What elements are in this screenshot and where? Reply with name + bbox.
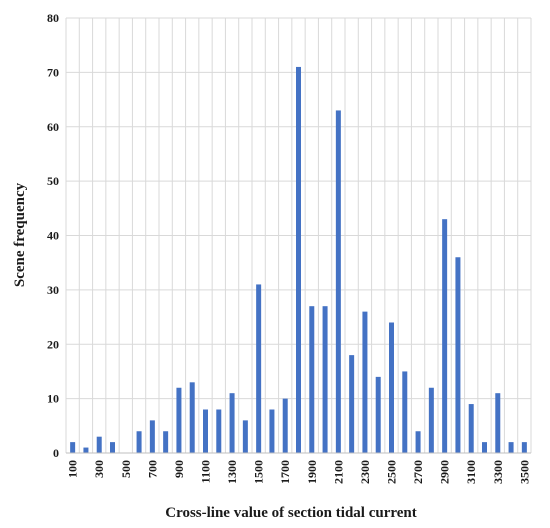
x-tick-label: 3100 bbox=[464, 460, 478, 484]
x-tick-label: 3300 bbox=[491, 460, 505, 484]
y-tick-label: 20 bbox=[47, 337, 59, 351]
x-tick-label: 2100 bbox=[331, 460, 345, 484]
bar-2300 bbox=[362, 311, 368, 453]
bar-1300 bbox=[229, 393, 235, 453]
gridlines bbox=[65, 17, 532, 454]
bar-3200 bbox=[482, 442, 487, 453]
bar-400 bbox=[110, 442, 115, 453]
x-tick-label: 2900 bbox=[438, 460, 452, 484]
bar-600 bbox=[136, 431, 142, 453]
bar-1600 bbox=[269, 409, 275, 453]
bar-3000 bbox=[455, 257, 461, 453]
x-tick-label: 300 bbox=[92, 460, 106, 478]
bar-200 bbox=[83, 447, 89, 453]
bar-2200 bbox=[349, 355, 355, 453]
bar-3500 bbox=[521, 442, 527, 453]
x-tick-label: 1500 bbox=[252, 460, 266, 484]
bar-3300 bbox=[495, 393, 501, 453]
bar-2100 bbox=[335, 110, 341, 453]
bar-700 bbox=[149, 420, 155, 453]
y-tick-label: 60 bbox=[47, 120, 59, 134]
y-tick-label: 80 bbox=[47, 11, 59, 25]
bar-100 bbox=[70, 442, 76, 453]
y-tick-label: 70 bbox=[47, 65, 59, 79]
bar-900 bbox=[176, 387, 182, 453]
y-tick-label: 0 bbox=[53, 446, 59, 460]
x-tick-label: 1300 bbox=[225, 460, 239, 484]
x-tick-label: 500 bbox=[119, 460, 133, 478]
y-tick-label: 40 bbox=[47, 229, 59, 243]
bar-800 bbox=[163, 431, 169, 453]
y-tick-label: 10 bbox=[47, 392, 59, 406]
x-tick-label: 1700 bbox=[278, 460, 292, 484]
bar-1900 bbox=[309, 306, 315, 453]
bar-2400 bbox=[375, 376, 381, 453]
x-tick-label: 1100 bbox=[199, 460, 213, 483]
x-tick-label: 700 bbox=[145, 460, 159, 478]
bar-1800 bbox=[296, 66, 301, 453]
y-tick-label: 50 bbox=[47, 174, 59, 188]
bar-2600 bbox=[402, 371, 408, 453]
y-tick-labels: 0 10 20 30 40 50 60 70 80 bbox=[47, 11, 59, 460]
bar-1000 bbox=[189, 382, 195, 453]
bar-3400 bbox=[508, 442, 514, 453]
bar-1700 bbox=[282, 398, 288, 453]
x-tick-label: 2500 bbox=[385, 460, 399, 484]
bar-1200 bbox=[216, 409, 222, 453]
bar-2900 bbox=[442, 219, 448, 453]
bar-3100 bbox=[468, 404, 474, 453]
bar-2500 bbox=[389, 322, 394, 453]
bar-2000 bbox=[322, 306, 328, 453]
y-axis-title: Scene frequency bbox=[12, 182, 28, 287]
x-tick-label: 2300 bbox=[358, 460, 372, 484]
x-tick-labels: 100 300 500 700 900 1100 1300 1500 1700 1900 2100 2… bbox=[66, 460, 532, 484]
x-tick-label: 1900 bbox=[305, 460, 319, 484]
bar-1500 bbox=[256, 284, 262, 453]
x-tick-label: 2700 bbox=[411, 460, 425, 484]
bar-300 bbox=[96, 436, 102, 453]
bar-2700 bbox=[415, 431, 421, 453]
bar-2800 bbox=[428, 387, 434, 453]
x-axis-title: Cross-line value of section tidal curren… bbox=[165, 505, 417, 521]
y-tick-label: 30 bbox=[47, 283, 59, 297]
x-tick-label: 3500 bbox=[517, 460, 531, 484]
x-tick-label: 900 bbox=[172, 460, 186, 478]
bars bbox=[70, 66, 527, 453]
bar-1100 bbox=[203, 409, 208, 453]
bar-1400 bbox=[242, 420, 248, 453]
x-tick-label: 100 bbox=[66, 460, 80, 478]
